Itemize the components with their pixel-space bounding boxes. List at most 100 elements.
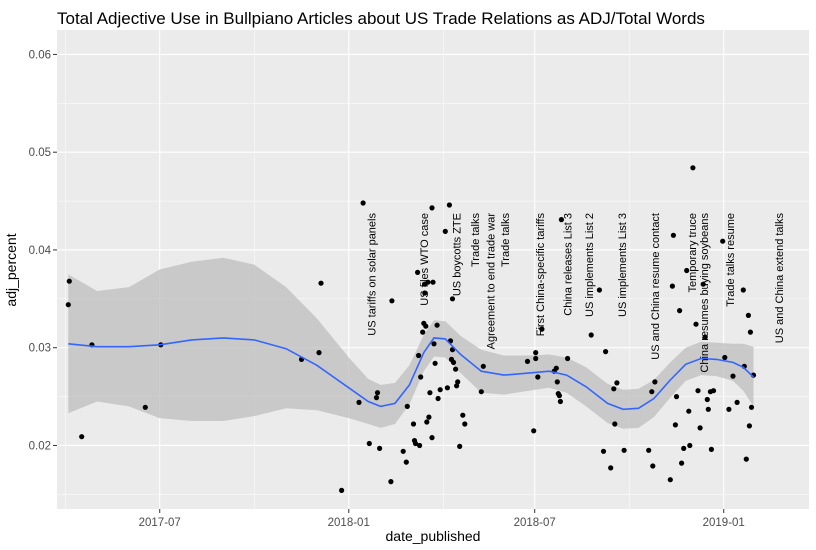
data-point — [418, 374, 424, 380]
event-annotation: China resumes buying soybeans — [699, 213, 711, 373]
data-point — [596, 287, 603, 293]
data-point — [554, 379, 560, 385]
confidence-ribbon — [68, 257, 754, 429]
data-point — [612, 421, 618, 427]
event-annotation: US boycotts ZTE — [452, 213, 464, 296]
data-point — [429, 205, 435, 211]
data-point — [446, 202, 452, 208]
data-point — [460, 412, 466, 418]
data-point — [449, 296, 456, 302]
data-point — [453, 366, 459, 372]
data-point — [450, 359, 457, 365]
data-point — [650, 463, 656, 469]
data-point — [608, 465, 614, 471]
y-tick-label: 0.03 — [29, 343, 51, 355]
data-point — [740, 287, 746, 293]
data-point — [743, 456, 749, 462]
data-point — [79, 434, 85, 440]
data-point — [687, 442, 693, 449]
data-point — [360, 200, 366, 206]
data-point — [646, 447, 652, 453]
event-annotation: Trade talks — [500, 213, 512, 268]
data-point — [427, 390, 433, 396]
data-point — [424, 419, 430, 425]
data-point — [708, 446, 715, 452]
data-point — [734, 399, 740, 405]
data-point — [611, 386, 617, 392]
data-point — [142, 404, 148, 410]
event-annotation: Trade talks resume — [725, 213, 737, 307]
data-point — [478, 389, 484, 395]
data-point — [603, 349, 609, 355]
data-point — [695, 388, 701, 394]
data-point — [705, 406, 711, 412]
data-point — [366, 440, 372, 447]
data-point — [652, 379, 658, 385]
y-axis-title: adj_percent — [3, 233, 19, 306]
data-point — [697, 425, 703, 431]
data-point — [444, 385, 450, 391]
data-point — [403, 459, 409, 465]
data-point — [415, 269, 421, 275]
event-annotation: US tariffs on solar panels — [366, 213, 378, 336]
data-point — [679, 460, 685, 466]
data-point — [669, 283, 676, 289]
data-point — [539, 326, 545, 332]
y-tick-label: 0.05 — [29, 147, 51, 159]
data-point — [388, 479, 394, 485]
data-point — [745, 312, 752, 318]
data-point — [442, 228, 448, 234]
event-annotation: Agreement to end trade war — [486, 213, 498, 350]
data-point — [722, 354, 728, 361]
event-annotation: US and China resume contact — [650, 213, 662, 360]
data-point — [374, 390, 381, 396]
data-point — [377, 445, 383, 451]
data-point — [681, 445, 687, 451]
data-point — [431, 341, 437, 347]
data-point — [588, 332, 594, 338]
chart-title: Total Adjective Use in Bullpiano Article… — [57, 9, 705, 28]
event-annotation: Temporary truce — [687, 213, 699, 292]
data-point — [426, 414, 432, 420]
event-annotation: US and China extend talks — [774, 213, 786, 344]
data-point — [535, 374, 541, 380]
data-point — [672, 422, 679, 428]
data-point — [373, 395, 380, 401]
data-point — [746, 423, 753, 429]
data-point — [667, 477, 673, 483]
event-annotation: China releases List 3 — [563, 213, 575, 316]
data-point — [462, 421, 468, 427]
data-point — [553, 365, 559, 371]
data-point — [400, 448, 406, 454]
data-point — [66, 278, 72, 284]
data-point — [425, 279, 431, 285]
data-point — [423, 323, 429, 329]
data-point — [339, 487, 345, 493]
x-tick-label: 2019-01 — [703, 517, 745, 529]
data-point — [726, 406, 732, 412]
x-axis-title: date_published — [386, 528, 481, 544]
x-tick-label: 2017-07 — [139, 517, 181, 529]
data-point — [702, 334, 708, 340]
data-point — [533, 355, 539, 362]
y-axis: 0.02 0.03 0.04 0.05 0.06 — [29, 49, 57, 452]
data-point — [531, 428, 537, 434]
x-axis: 2017-07 2018-01 2018-07 2019-01 — [139, 509, 745, 529]
data-point — [432, 360, 438, 366]
event-annotations: US tariffs on solar panels US files WTO c… — [366, 213, 786, 373]
data-point — [65, 302, 71, 308]
data-point — [435, 395, 441, 402]
data-point — [556, 393, 563, 399]
data-point — [670, 232, 677, 238]
data-point — [673, 394, 680, 400]
data-point — [455, 379, 461, 385]
event-annotation: US files WTO case — [419, 213, 431, 306]
data-point — [410, 421, 417, 427]
data-point — [429, 435, 435, 441]
data-point — [600, 448, 607, 454]
data-point — [558, 217, 565, 223]
event-annotation: Trade talks — [470, 213, 482, 268]
data-point — [437, 387, 443, 393]
data-point — [457, 443, 463, 449]
